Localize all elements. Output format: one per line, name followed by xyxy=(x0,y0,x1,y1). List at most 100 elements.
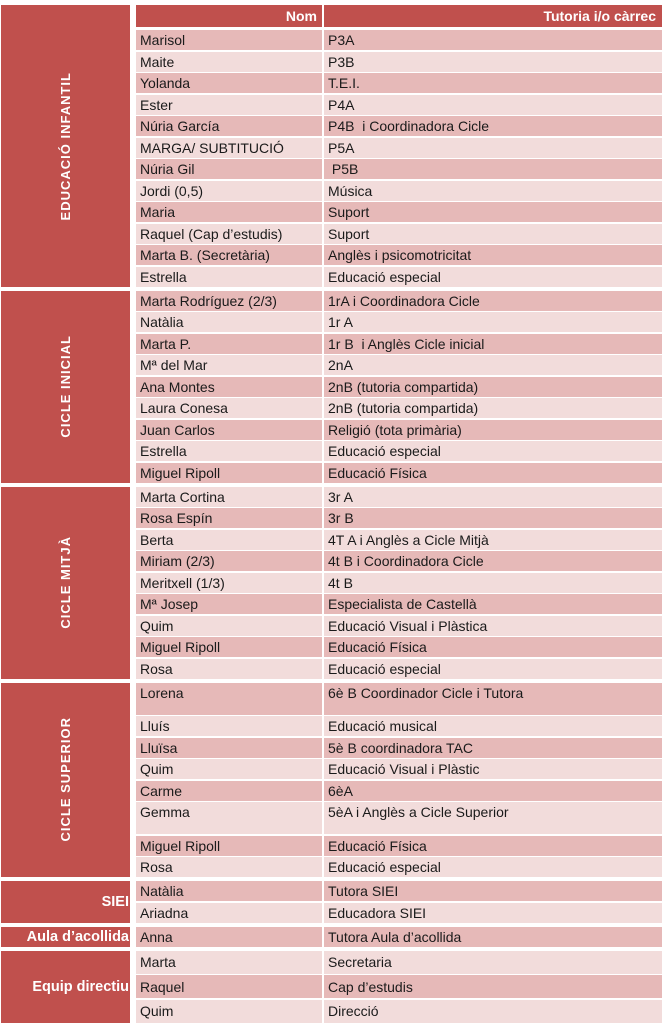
staff-role-cell: Religió (tota primària) xyxy=(324,419,662,440)
staff-role-cell: Tutora SIEI xyxy=(324,881,662,901)
staff-name-cell: Jordi (0,5) xyxy=(136,180,322,201)
staff-role-cell: 1r A xyxy=(324,312,662,332)
staff-name-cell: Marta Cortina xyxy=(136,486,322,507)
staff-row: Marisol P3A xyxy=(136,30,662,50)
staff-row: Núria García P4B i Coordinadora Cicle xyxy=(136,116,662,136)
staff-row: Estrella Educació especial xyxy=(136,266,662,287)
staff-role-cell: Educació Visual i Plàstica xyxy=(324,615,662,636)
staff-row: Quim Educació Visual i Plàstica xyxy=(136,615,662,636)
section-rows: Lorena 6è B Coordinador Cicle i Tutora Llu… xyxy=(136,682,662,877)
staff-row: Rosa Educació especial xyxy=(136,658,662,679)
section-educacio-infantil: EDUCACIÓ INFANTIL Marisol P3A Maite P3B Yolan… xyxy=(1,5,662,287)
section-rows: Natàlia Tutora SIEI Ariadna Educadora SIEI xyxy=(136,881,662,923)
table-header: Nom Tutoria i/o càrrec xyxy=(136,5,662,27)
staff-row: Lorena 6è B Coordinador Cicle i Tutora xyxy=(136,682,662,715)
staff-role-cell: P4B i Coordinadora Cicle xyxy=(324,116,662,136)
section-label-text: Aula d’acollida xyxy=(26,928,129,945)
column-header-carrec: Tutoria i/o càrrec xyxy=(324,5,662,27)
section-cicle-inicial: CICLE INICIAL Marta Rodríguez (2/3) 1rA i … xyxy=(1,290,662,483)
staff-row: Ester P4A xyxy=(136,94,662,115)
table-body: EDUCACIÓ INFANTIL Marisol P3A Maite P3B Yolan… xyxy=(1,5,662,1023)
staff-name-cell: Meritxell (1/3) xyxy=(136,572,322,593)
staff-row: Quim Educació Visual i Plàstic xyxy=(136,759,662,779)
staff-row: Anna Tutora Aula d’acollida xyxy=(136,926,662,947)
staff-row: MARGA/ SUBTITUCIÓ P5A xyxy=(136,137,662,158)
staff-name-cell: Estrella xyxy=(136,441,322,461)
staff-name-cell: Miguel Ripoll xyxy=(136,637,322,657)
staff-name-cell: Marta B. (Secretària) xyxy=(136,245,322,265)
staff-row: Miguel Ripoll Educació Física xyxy=(136,462,662,483)
staff-name-cell: Miguel Ripoll xyxy=(136,835,322,856)
staff-name-cell: Maite xyxy=(136,51,322,72)
staff-name-cell: Rosa xyxy=(136,857,322,877)
section-aula-acollida: Aula d’acollida Anna Tutora Aula d’acollid… xyxy=(1,926,662,947)
staff-role-cell: 2nB (tutoria compartida) xyxy=(324,398,662,418)
staff-role-cell: 2nB (tutoria compartida) xyxy=(324,376,662,397)
staff-role-cell: Educació especial xyxy=(324,441,662,461)
staff-row: Gemma 5èA i Anglès a Cicle Superior xyxy=(136,802,662,834)
staff-row: Rosa Educació especial xyxy=(136,857,662,877)
staff-name-cell: Ester xyxy=(136,94,322,115)
staff-role-cell: 6èA xyxy=(324,780,662,801)
section-label-text: Equip directiu xyxy=(32,978,129,995)
staff-name-cell: Marta xyxy=(136,950,322,974)
staff-role-cell: Educació especial xyxy=(324,857,662,877)
column-header-nom: Nom xyxy=(136,5,322,27)
staff-role-cell: Música xyxy=(324,180,662,201)
staff-name-cell: Yolanda xyxy=(136,73,322,93)
staff-row: Estrella Educació especial xyxy=(136,441,662,461)
staff-row: Natàlia Tutora SIEI xyxy=(136,881,662,901)
staff-role-cell: Educació Física xyxy=(324,637,662,657)
staff-row: Carme 6èA xyxy=(136,780,662,801)
staff-role-cell: 4t B xyxy=(324,572,662,593)
staff-name-cell: Estrella xyxy=(136,266,322,287)
staff-row: Marta Cortina 3r A xyxy=(136,486,662,507)
staff-role-cell: 5èA i Anglès a Cicle Superior xyxy=(324,802,662,834)
section-rows: Anna Tutora Aula d’acollida xyxy=(136,926,662,947)
staff-role-cell: P5B xyxy=(324,159,662,179)
staff-role-cell: P5A xyxy=(324,137,662,158)
staff-name-cell: Ariadna xyxy=(136,902,322,923)
staff-role-cell: 4t B i Coordinadora Cicle xyxy=(324,551,662,571)
section-rows: Marta Secretaria Raquel Cap d’estudis Quim Di… xyxy=(136,950,662,1023)
staff-role-cell: Educació Visual i Plàstic xyxy=(324,759,662,779)
staff-row: Maite P3B xyxy=(136,51,662,72)
staff-row: Raquel Cap d’estudis xyxy=(136,975,662,998)
staff-name-cell: Raquel (Cap d’estudis) xyxy=(136,223,322,244)
staff-row: Marta Rodríguez (2/3) 1rA i Coordinadora … xyxy=(136,290,662,311)
staff-row: Jordi (0,5) Música xyxy=(136,180,662,201)
staff-role-cell: Suport xyxy=(324,202,662,222)
staff-row: Laura Conesa 2nB (tutoria compartida) xyxy=(136,398,662,418)
section-equip-directiu: Equip directiu Marta Secretaria Raquel Cap d… xyxy=(1,950,662,1023)
staff-role-cell: 6è B Coordinador Cicle i Tutora xyxy=(324,682,662,715)
staff-role-cell: P3A xyxy=(324,30,662,50)
staff-role-cell: Educadora SIEI xyxy=(324,902,662,923)
staff-row: Maria Suport xyxy=(136,202,662,222)
section-label-equip-directiu: Equip directiu xyxy=(1,950,130,1023)
staff-role-cell: Educació musical xyxy=(324,716,662,736)
staff-row: Meritxell (1/3) 4t B xyxy=(136,572,662,593)
staff-name-cell: Berta xyxy=(136,529,322,550)
staff-role-cell: P3B xyxy=(324,51,662,72)
staff-role-cell: Educació Física xyxy=(324,835,662,856)
staff-name-cell: MARGA/ SUBTITUCIÓ xyxy=(136,137,322,158)
staff-row: Ana Montes 2nB (tutoria compartida) xyxy=(136,376,662,397)
staff-role-cell: T.E.I. xyxy=(324,73,662,93)
staff-name-cell: Natàlia xyxy=(136,881,322,901)
staff-name-cell: Mª Josep xyxy=(136,594,322,614)
staff-name-cell: Ana Montes xyxy=(136,376,322,397)
section-label-text: CICLE INICIAL xyxy=(58,335,73,438)
staff-name-cell: Carme xyxy=(136,780,322,801)
staff-name-cell: Maria xyxy=(136,202,322,222)
staff-name-cell: Lluïsa xyxy=(136,737,322,758)
staff-role-cell: 1rA i Coordinadora Cicle xyxy=(324,290,662,311)
section-rows: Marta Cortina 3r A Rosa Espín 3r B Berta 4T A… xyxy=(136,486,662,679)
staff-role-cell: Direcció xyxy=(324,999,662,1023)
staff-name-cell: Gemma xyxy=(136,802,322,834)
staff-row: Rosa Espín 3r B xyxy=(136,508,662,528)
staff-name-cell: Quim xyxy=(136,615,322,636)
staff-row: Juan Carlos Religió (tota primària) xyxy=(136,419,662,440)
staff-name-cell: Núria Gil xyxy=(136,159,322,179)
section-rows: Marta Rodríguez (2/3) 1rA i Coordinadora … xyxy=(136,290,662,483)
section-cicle-superior: CICLE SUPERIOR Lorena 6è B Coordinador Cic… xyxy=(1,682,662,877)
